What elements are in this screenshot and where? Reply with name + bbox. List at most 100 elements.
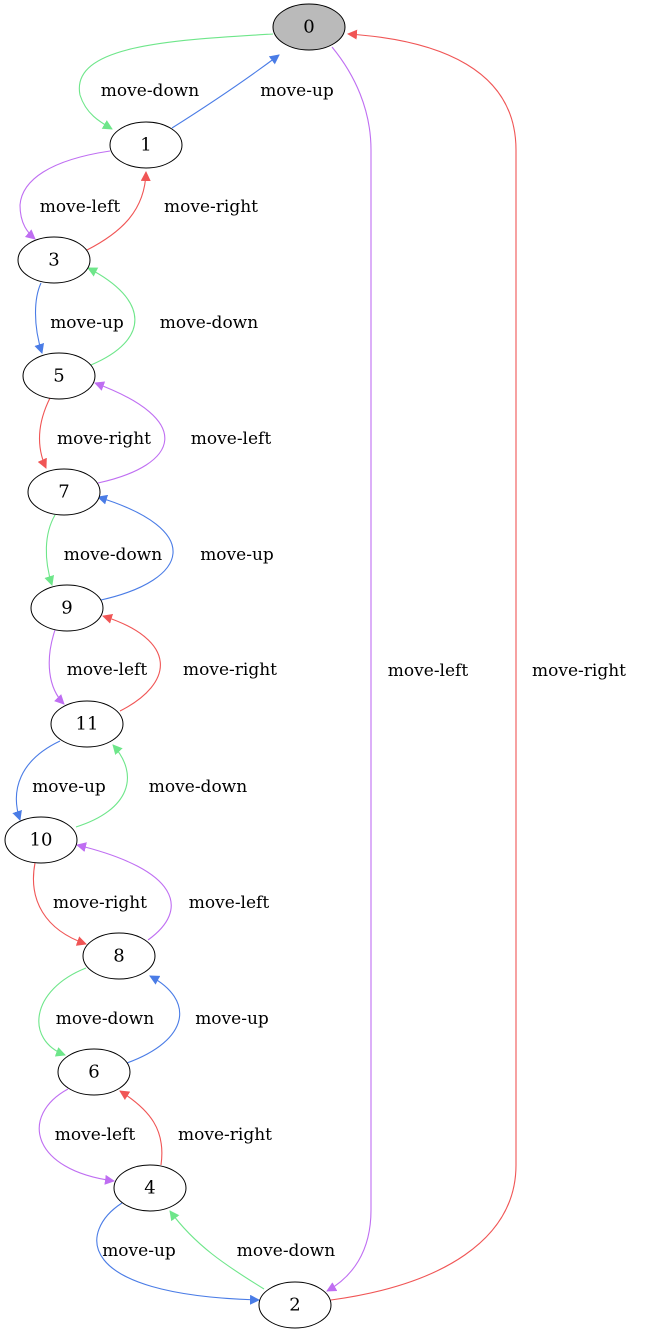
edge-10-to-11: move-down	[75, 744, 247, 828]
edge-label: move-down	[101, 81, 199, 101]
edge-8-to-6: move-down	[38, 967, 154, 1057]
state-node-5: 5	[22, 352, 96, 400]
state-ellipse	[82, 932, 156, 980]
edge-path	[330, 29, 517, 1301]
edge-3-to-1: move-right	[86, 171, 258, 251]
state-node-9: 9	[30, 584, 104, 632]
edge-11-to-9: move-right	[102, 613, 277, 712]
edge-label: move-down	[149, 777, 247, 797]
edge-label: move-right	[164, 197, 258, 217]
state-node-10: 10	[4, 816, 78, 864]
state-node-6: 6	[57, 1048, 131, 1096]
edges-layer: move-down move-up move-left move-right move-…	[12, 29, 626, 1305]
edge-label: move-left	[189, 893, 270, 913]
state-node-4: 4	[113, 1164, 187, 1212]
edge-4-to-2: move-up	[96, 1202, 260, 1305]
edge-2-to-4: move-down	[169, 1210, 335, 1290]
state-ellipse	[57, 1048, 131, 1096]
edge-0-to-2: move-left	[326, 46, 469, 1292]
edge-path	[75, 744, 128, 828]
edge-1-to-0: move-up	[171, 54, 334, 129]
state-label: 10	[30, 830, 53, 851]
state-ellipse	[22, 352, 96, 400]
state-ellipse	[17, 236, 91, 284]
edge-label: move-right	[178, 1125, 272, 1145]
edge-path	[126, 975, 181, 1064]
edge-path	[38, 1088, 115, 1185]
edge-label: move-up	[50, 313, 124, 333]
edge-path	[44, 514, 56, 586]
edge-path	[169, 1210, 265, 1290]
state-node-2: 2	[258, 1281, 332, 1329]
edge-label: move-down	[160, 313, 258, 333]
edge-path	[78, 33, 274, 130]
edge-label: move-up	[32, 777, 106, 797]
state-label: 7	[58, 482, 69, 503]
state-ellipse	[113, 1164, 187, 1212]
edge-label: move-up	[195, 1009, 269, 1029]
state-ellipse	[30, 584, 104, 632]
state-label: 0	[303, 17, 314, 38]
edge-7-to-5: move-left	[94, 381, 272, 484]
state-label: 3	[48, 250, 59, 271]
edge-path	[96, 1202, 260, 1305]
state-node-8: 8	[82, 932, 156, 980]
state-node-1: 1	[109, 121, 183, 169]
edge-11-to-10: move-up	[12, 740, 106, 821]
state-node-11: 11	[50, 700, 124, 748]
edge-path	[12, 740, 61, 821]
state-label: 11	[76, 714, 99, 735]
edge-7-to-9: move-down	[44, 514, 162, 586]
state-node-3: 3	[17, 236, 91, 284]
edge-label: move-left	[67, 660, 148, 680]
edge-label: move-left	[191, 429, 272, 449]
edge-path	[86, 171, 151, 251]
edge-label: move-left	[388, 661, 469, 681]
state-label: 5	[53, 366, 64, 387]
edge-5-to-7: move-right	[37, 397, 151, 469]
edge-label: move-right	[183, 660, 277, 680]
edge-label: move-right	[532, 661, 626, 681]
state-node-7: 7	[27, 468, 101, 516]
state-label: 1	[140, 135, 151, 156]
state-ellipse	[27, 468, 101, 516]
edge-3-to-5: move-up	[34, 282, 124, 354]
state-ellipse	[258, 1281, 332, 1329]
edge-label: move-up	[260, 81, 334, 101]
edge-label: move-left	[40, 197, 121, 217]
state-label: 9	[61, 598, 72, 619]
state-node-0: 0	[272, 3, 346, 51]
edge-4-to-6: move-right	[119, 1090, 272, 1166]
edge-path	[119, 1090, 163, 1166]
edge-label: move-up	[200, 545, 274, 565]
edge-path	[48, 629, 65, 705]
edge-9-to-11: move-left	[48, 629, 148, 705]
edge-path	[33, 862, 87, 946]
edge-label: move-right	[57, 429, 151, 449]
edge-10-to-8: move-right	[33, 862, 147, 946]
state-ellipse	[109, 121, 183, 169]
edge-5-to-3: move-down	[87, 267, 258, 366]
edge-label: move-up	[102, 1241, 176, 1261]
edge-9-to-7: move-up	[97, 494, 274, 601]
edge-label: move-down	[56, 1009, 154, 1029]
edge-path	[171, 54, 280, 129]
state-label: 6	[88, 1062, 99, 1083]
state-label: 2	[289, 1295, 300, 1316]
edge-label: move-left	[55, 1125, 136, 1145]
edge-path	[326, 46, 372, 1292]
edge-path	[19, 150, 111, 240]
state-label: 8	[113, 946, 124, 967]
edge-path	[37, 397, 51, 469]
edge-path	[76, 842, 172, 941]
edge-2-to-0: move-right	[330, 29, 626, 1301]
edge-label: move-down	[237, 1241, 335, 1261]
edge-path	[97, 494, 174, 601]
state-ellipse	[50, 700, 124, 748]
state-label: 4	[144, 1178, 155, 1199]
initial-state-ellipse	[272, 3, 346, 51]
edge-8-to-10: move-left	[76, 842, 270, 941]
edge-path	[34, 282, 45, 354]
state-ellipse	[4, 816, 78, 864]
